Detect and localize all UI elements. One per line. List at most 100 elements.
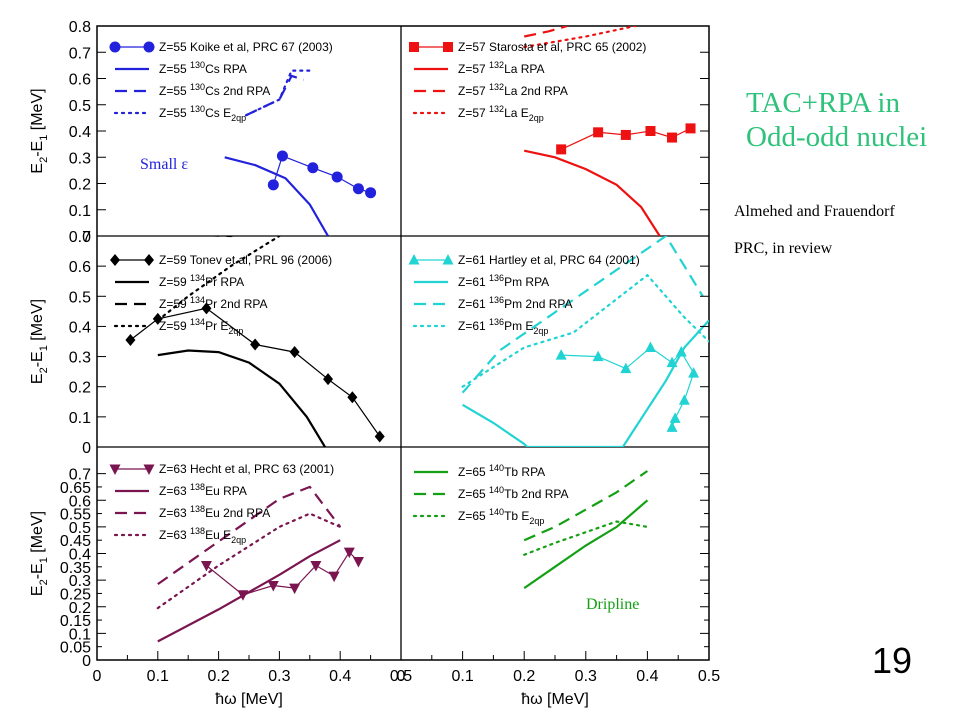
panel-middle-right-data-point [592,350,604,362]
panel-top-left-ytick-label: 0.5 [69,98,91,115]
panel-top-left-legend-label: Z=55 130Cs E2qp [159,104,246,123]
panel-bottom-right-legend-label: Z=65 140Tb E2qp [458,507,544,526]
panel-middle-left-ytick-label: 0.2 [69,380,91,397]
panel-bottom-left-ytick-label: 0 [82,653,91,670]
panel-bottom-right-plot [523,470,649,590]
outer-frame [96,25,710,661]
panel-top-left-legend-marker [143,41,155,53]
panel-bottom-left-ytick-label: 0.25 [60,586,91,603]
panel-top-left-ytick-label: 0.3 [69,150,91,167]
panel-middle-right-legend-label: Z=61 Hartley et al, PRC 64 (2001) [458,253,640,267]
panel-bottom-right-xtick-label: 0 [397,668,406,685]
panel-top-left-legend: Z=55 Koike et al, PRC 67 (2003) Z=55 130C… [109,40,333,123]
panel-middle-left-legend-label: Z=59 134Pr RPA [159,273,244,289]
panel-top-right-data-point [667,132,678,143]
panel-middle-right-data-point [678,394,690,405]
panel-middle-left-data-point [289,346,300,359]
panel-bottom-left-ytick-label: 0.4 [69,547,91,564]
panel-top-left-data-point [352,183,364,195]
panel-top-right-legend-label: Z=57 132La 2nd RPA [458,82,568,98]
panel-middle-left-data-point [374,430,385,443]
panel-top-right-solid-line [523,149,661,236]
panel-bottom-left-data-point [200,560,212,572]
panel-bottom-right-dashed-line [523,470,649,542]
panel-bottom-left-data-point [310,560,322,572]
panel-top-left-data-point [307,162,319,174]
panel-middle-left-ylabel: E2-E1 [MeV] [29,299,50,384]
panel-middle-left-ytick-label: 0.5 [69,289,91,306]
panel-middle-right-legend-label: Z=61 136Pm 2nd RPA [458,295,573,311]
panel-bottom-left-solid-line [157,539,341,643]
panel-middle-left-solid-line [157,349,326,447]
panel-middle-right-dashed-line [461,236,704,394]
panel-top-right-dotted-line [523,26,637,49]
panel-top-right-legend-marker [443,42,453,52]
panel-bottom-left-ytick-label: 0.05 [60,640,91,657]
panel-middle-right-legend: Z=61 Hartley et al, PRC 64 (2001) Z=61 13… [408,253,640,336]
panel-middle-right-legend-marker [408,254,420,265]
panel-middle-left-ytick-label: 0 [82,440,91,457]
panel-bottom-right-dotted-line [523,520,649,556]
panel-middle-left-ytick-label: 0.3 [69,350,91,367]
panel-top-left-data-point [365,187,377,199]
panel-top-left-ytick-label: 0.2 [69,177,91,194]
panel-top-left-legend-label: Z=55 130Cs RPA [159,60,247,76]
panel-bottom-right-xtick-label: 0.3 [575,668,597,685]
panel-middle-right-data-point [669,412,681,423]
slide-title: TAC+RPA in Odd-odd nuclei [746,86,956,154]
panel-middle-left-dashed-line [199,236,235,238]
panel-bottom-left-data-point [343,547,355,559]
panel-top-left-legend-label: Z=55 130Cs 2nd RPA [159,82,270,98]
panel-bottom-right-xtick-label: 0.1 [451,668,473,685]
panel-bottom-left-ytick-label: 0.15 [60,613,91,630]
panel-top-right-plot [523,26,696,236]
panel-bottom-left-data-point [352,556,364,568]
panel-middle-left-legend-label: Z=59 Tonev et al, PRL 96 (2006) [159,253,332,267]
panel-frames [96,25,710,661]
panel-top-left-annotation: Small ε [140,156,188,173]
panel-top-left-ylabel: E2-E1 [MeV] [29,88,50,173]
slide-title-line1: TAC+RPA in [746,87,900,119]
panel-bottom-left-xtick-label: 0.1 [147,668,169,685]
panel-middle-right-data-point [555,349,567,360]
panel-bottom-right-solid-line [523,499,649,590]
panel-bottom-left-data-point [328,571,340,583]
panel-bottom-left-legend-label: Z=63 Hecht et al, PRC 63 (2001) [159,462,334,476]
axes-layer: Small ε 0 0.1 0.2 0.3 0.4 0.5 0.6 0.7 0.8 E2-E1 [M… [29,19,720,708]
panel-bottom-left-ytick-label: 0.7 [69,467,91,484]
panel-bottom-left-legend: Z=63 Hecht et al, PRC 63 (2001) Z=63 138E… [109,462,334,545]
panel-middle-left-ytick-label: 0.6 [69,259,91,276]
panel-bottom-left-ytick-label: 0.3 [69,573,91,590]
panel-middle-left-data-point [347,391,358,404]
panel-top-left-dotted-line [244,69,311,117]
panel-bottom-left-xlabel: ħω [MeV] [215,691,283,708]
panel-top-left-ytick-label: 0.6 [69,72,91,89]
panel-bottom-right-xtick-label: 0.4 [636,668,658,685]
citation-status: PRC, in review [734,240,833,257]
panel-middle-left-ytick-label: 0.7 [69,229,91,246]
panel-middle-right-data-point [666,421,678,432]
panel-middle-right-legend-marker [442,254,454,265]
panel-bottom-left-legend-label: Z=63 138Eu RPA [159,482,247,498]
panel-bottom-left-plot [156,485,364,643]
panel-top-left-legend-marker [109,41,121,53]
panel-top-left-solid-line [224,156,329,236]
panel-bottom-left-ytick-label: 0.1 [69,626,91,643]
panel-middle-right-data-point [644,341,656,353]
panel-middle-right-plot [461,236,709,447]
panel-top-left-data-point [331,171,343,183]
panel-top-left-ytick-label: 0.8 [69,19,91,36]
panel-bottom-left-ytick-label: 0.6 [69,493,91,510]
panel-bottom-left-ytick-label: 0.45 [60,533,91,550]
panel-top-right-dashed-line [523,26,568,38]
panel-middle-left-data-point [125,333,136,346]
panel-top-right-data-point [620,129,631,140]
panel-bottom-left-data-point [267,580,279,592]
panel-top-left-ytick-label: 0.1 [69,203,91,220]
panel-bottom-left-xtick-label: 0.4 [329,668,351,685]
panel-top-right-legend-label: Z=57 132La E2qp [458,104,544,123]
panel-top-left-data-point [276,150,288,162]
panel-bottom-right-legend: Z=65 140Tb RPA Z=65 140Tb 2nd RPA Z=65 140… [412,463,569,526]
panel-middle-left-ytick-label: 0.1 [69,410,91,427]
panel-bottom-left-xtick-label: 0 [93,668,102,685]
